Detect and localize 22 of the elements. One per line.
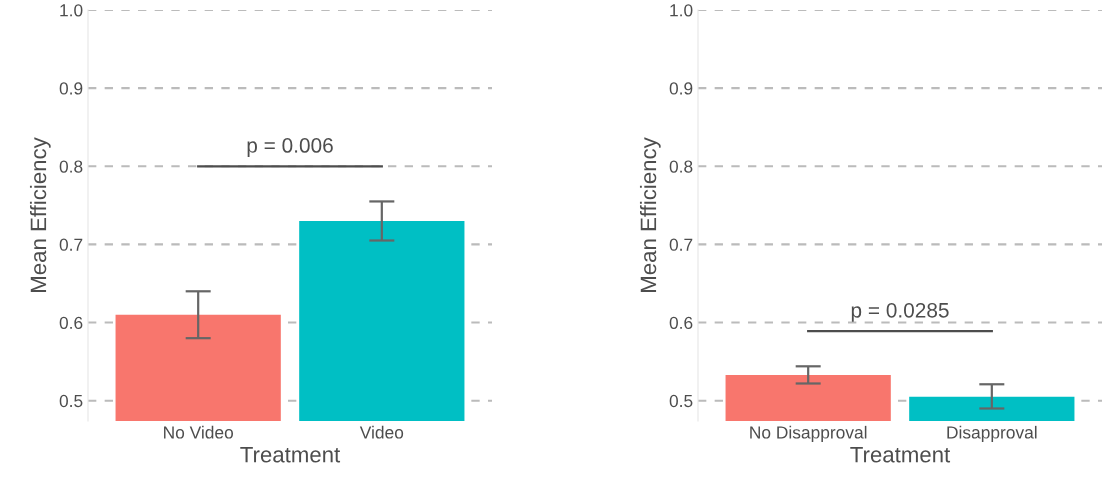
x-axis-title: Treatment [240, 447, 341, 463]
y-tick-label: 0.7 [669, 238, 693, 251]
y-tick-label: 0.7 [59, 238, 83, 251]
annotation: p = 0.006 [247, 138, 333, 157]
y-tick-label: 0.8 [59, 160, 83, 173]
y-tick-label: 0.8 [669, 160, 693, 173]
x-axis-title: Treatment [850, 447, 951, 463]
y-tick-label: 0.6 [59, 316, 83, 330]
x-tick-label: Disapproval [947, 425, 1037, 443]
y-tick-label: 0.6 [669, 316, 693, 330]
y-tick-label: 0.5 [59, 394, 83, 408]
y-tick-label: 1.0 [670, 4, 693, 17]
y-axis-title: Mean Efficiency [29, 137, 51, 292]
x-tick-label: Video [359, 425, 404, 439]
x-tick-label: No Video [164, 425, 234, 439]
y-tick-label: 0.5 [669, 394, 693, 408]
y-axis-title: Mean Efficiency [639, 137, 661, 292]
annotation: p = 0.0285 [851, 302, 949, 322]
y-tick-label: 1.0 [60, 4, 83, 17]
y-tick-label: 0.9 [59, 82, 83, 95]
x-tick-label: No Disapproval [750, 425, 867, 443]
y-tick-label: 0.9 [669, 82, 693, 95]
